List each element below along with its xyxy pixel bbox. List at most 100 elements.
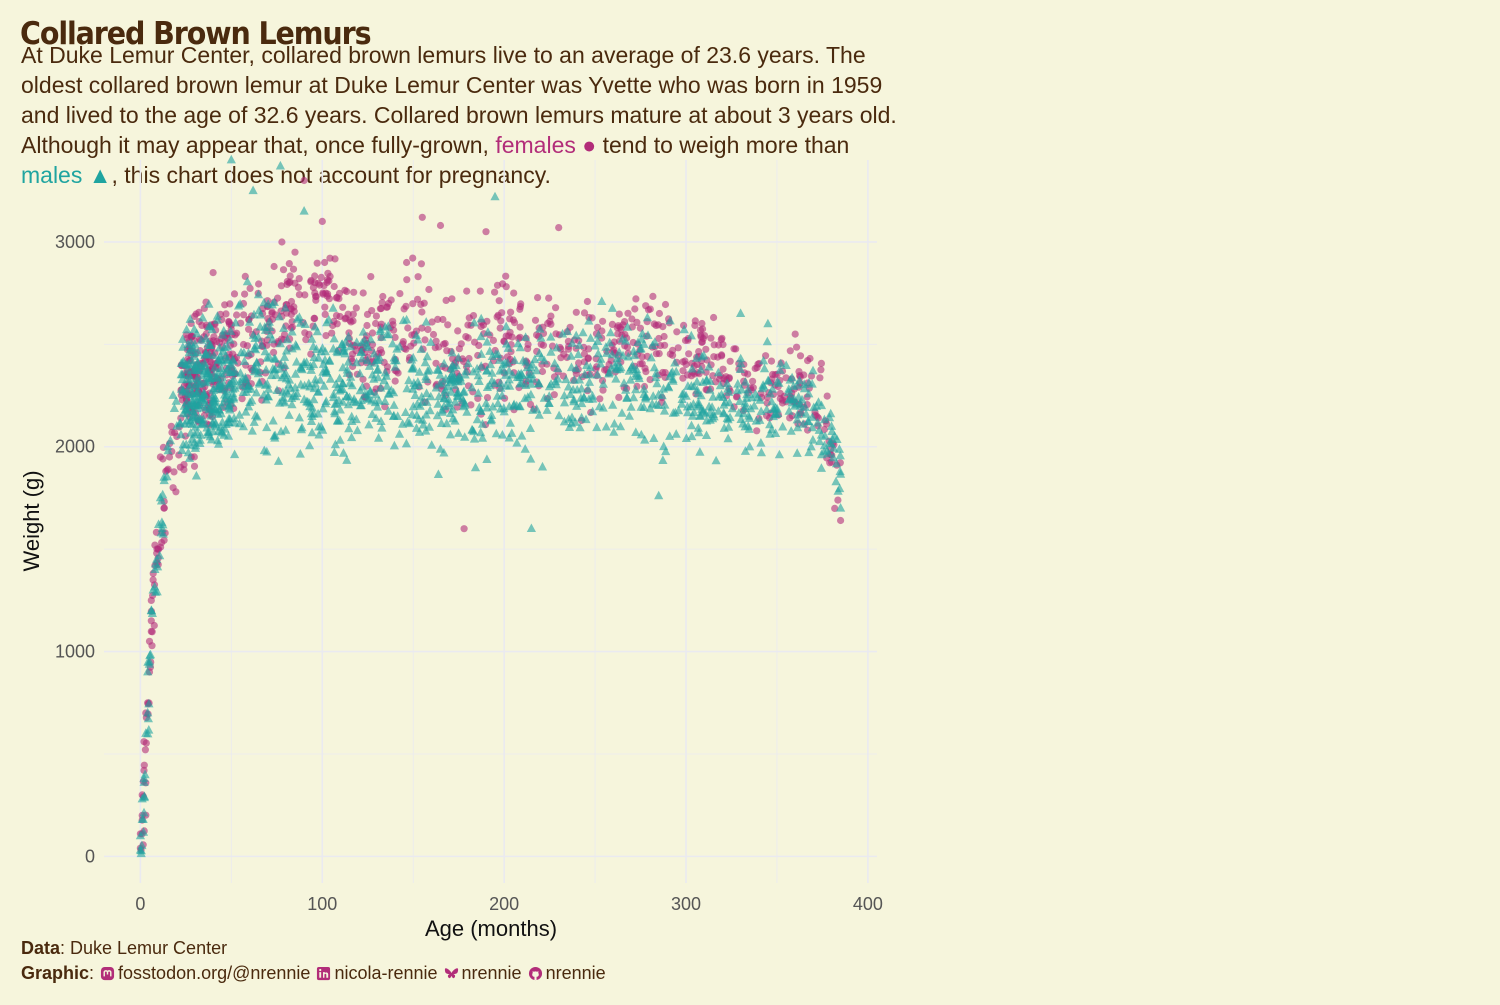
male-point: [178, 385, 188, 395]
github-handle[interactable]: nrennie: [545, 963, 606, 983]
male-point: [247, 426, 257, 435]
male-point: [808, 365, 818, 375]
male-point: [469, 317, 479, 327]
chart-title: Collared Brown Lemurs: [20, 16, 372, 52]
male-point: [338, 448, 349, 457]
male-point: [329, 447, 339, 456]
x-tick-label: 200: [489, 894, 519, 914]
female-point: [817, 366, 825, 374]
female-point: [560, 350, 568, 358]
male-point: [226, 367, 237, 377]
female-point: [150, 621, 158, 630]
male-point: [693, 423, 703, 432]
linkedin-handle[interactable]: nicola-rennie: [334, 963, 438, 983]
male-point: [318, 403, 328, 413]
male-point: [454, 428, 464, 437]
male-point: [447, 360, 457, 370]
female-point: [344, 310, 352, 318]
male-point: [831, 458, 842, 468]
male-point: [435, 370, 445, 379]
male-point: [262, 422, 272, 432]
male-point: [711, 455, 721, 465]
male-point: [501, 321, 511, 331]
male-point: [695, 411, 705, 420]
male-point: [514, 401, 524, 411]
female-point: [494, 311, 502, 319]
female-point: [655, 309, 664, 318]
male-point: [367, 395, 377, 405]
male-point: [275, 338, 285, 348]
male-point: [292, 357, 302, 366]
female-point: [583, 297, 592, 306]
female-point: [255, 280, 263, 288]
female-point: [300, 176, 308, 185]
female-point: [599, 386, 607, 394]
x-axis-label: Age (months): [425, 916, 557, 941]
female-point: [547, 312, 555, 320]
male-point: [251, 340, 261, 350]
bluesky-handle[interactable]: nrennie: [461, 963, 522, 983]
male-point: [622, 393, 632, 402]
male-point: [296, 318, 306, 327]
male-point: [433, 469, 443, 478]
male-point: [630, 350, 640, 360]
male-point: [357, 337, 367, 347]
male-point: [476, 427, 486, 437]
male-point: [562, 326, 572, 336]
male-point: [178, 342, 188, 351]
male-point: [750, 389, 761, 398]
male-point: [705, 407, 715, 417]
male-point: [411, 330, 421, 339]
male-point: [808, 435, 818, 444]
male-point: [593, 329, 604, 339]
male-point: [571, 330, 581, 340]
male-point: [509, 399, 519, 409]
male-point: [421, 371, 431, 381]
male-point: [376, 416, 386, 425]
bluesky-icon: [444, 968, 458, 979]
male-point: [351, 414, 361, 424]
male-point: [590, 340, 600, 350]
male-point: [606, 363, 616, 372]
male-point: [230, 417, 240, 427]
male-point: [665, 371, 675, 381]
male-point: [526, 523, 536, 532]
male-point: [803, 416, 813, 425]
female-point: [210, 333, 218, 341]
female-point: [285, 260, 293, 268]
male-point: [325, 374, 336, 383]
male-point: [665, 315, 675, 325]
male-point: [456, 376, 466, 385]
female-point: [404, 324, 412, 332]
male-point: [472, 414, 482, 424]
male-point: [794, 375, 805, 385]
mastodon-handle[interactable]: fosstodon.org/@nrennie: [118, 963, 311, 983]
male-point: [677, 389, 687, 398]
male-point: [219, 325, 229, 335]
male-point: [183, 447, 193, 457]
male-point: [526, 454, 536, 463]
male-point: [171, 396, 181, 405]
male-point: [702, 415, 712, 425]
male-point: [831, 476, 841, 486]
female-point: [280, 330, 289, 339]
male-point: [462, 407, 472, 416]
female-point: [707, 334, 715, 342]
female-point: [753, 427, 761, 435]
female-point: [165, 453, 174, 461]
female-point: [324, 290, 332, 298]
female-point: [347, 318, 355, 326]
male-point: [328, 303, 338, 312]
female-point: [691, 321, 699, 329]
female-point: [624, 309, 632, 317]
male-point: [343, 399, 353, 409]
male-point: [188, 398, 199, 408]
female-point: [192, 310, 200, 318]
male-point: [792, 409, 803, 419]
female-point: [655, 334, 663, 343]
male-point: [402, 383, 412, 393]
male-point: [649, 433, 659, 442]
female-point: [552, 304, 560, 312]
female-point: [699, 325, 707, 333]
male-point: [165, 435, 175, 445]
